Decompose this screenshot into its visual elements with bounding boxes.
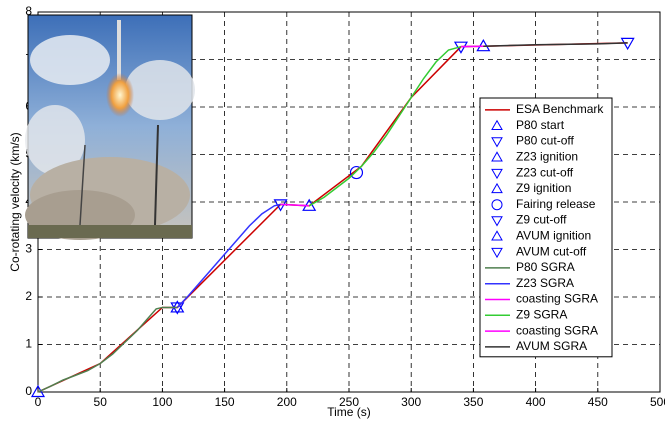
x-tick-label: 300 <box>401 395 421 409</box>
legend-label: P80 SGRA <box>516 260 575 274</box>
legend-label: ESA Benchmark <box>516 102 604 116</box>
legend-label: Z9 ignition <box>516 181 571 195</box>
legend-label: Z23 ignition <box>516 149 578 163</box>
legend-label: AVUM cut-off <box>516 244 587 258</box>
legend-label: P80 start <box>516 118 565 132</box>
y-axis-label: Co-rotating velocity (km/s) <box>8 132 22 271</box>
y-tick-label: 1 <box>25 337 32 351</box>
x-tick-label: 450 <box>588 395 608 409</box>
x-tick-label: 500 <box>650 395 665 409</box>
chart: Time (s) Co-rotating velocity (km/s) 050… <box>0 0 665 427</box>
x-tick-label: 400 <box>526 395 546 409</box>
y-tick-label: 0 <box>25 384 32 398</box>
legend-label: Z9 SGRA <box>516 307 567 321</box>
legend-label: Z9 cut-off <box>516 213 567 227</box>
legend-label: Z23 cut-off <box>516 165 574 179</box>
legend-label: AVUM ignition <box>516 228 591 242</box>
legend-label: coasting SGRA <box>516 323 598 337</box>
y-tick-label: 2 <box>25 289 32 303</box>
x-tick-label: 0 <box>35 395 42 409</box>
legend-label: AVUM SGRA <box>516 339 587 353</box>
x-tick-label: 200 <box>277 395 297 409</box>
series-line <box>38 307 177 392</box>
x-tick-label: 150 <box>215 395 235 409</box>
series-line <box>483 43 627 46</box>
inset-photo <box>25 15 195 240</box>
legend-label: Z23 SGRA <box>516 276 574 290</box>
series-line <box>281 204 310 205</box>
legend-label: Fairing release <box>516 197 596 211</box>
x-tick-label: 100 <box>152 395 172 409</box>
legend-label: P80 cut-off <box>516 134 574 148</box>
x-tick-label: 250 <box>339 395 359 409</box>
x-tick-label: 50 <box>94 395 108 409</box>
y-tick-label: 3 <box>25 242 32 256</box>
x-tick-label: 350 <box>463 395 483 409</box>
legend-label: coasting SGRA <box>516 292 598 306</box>
